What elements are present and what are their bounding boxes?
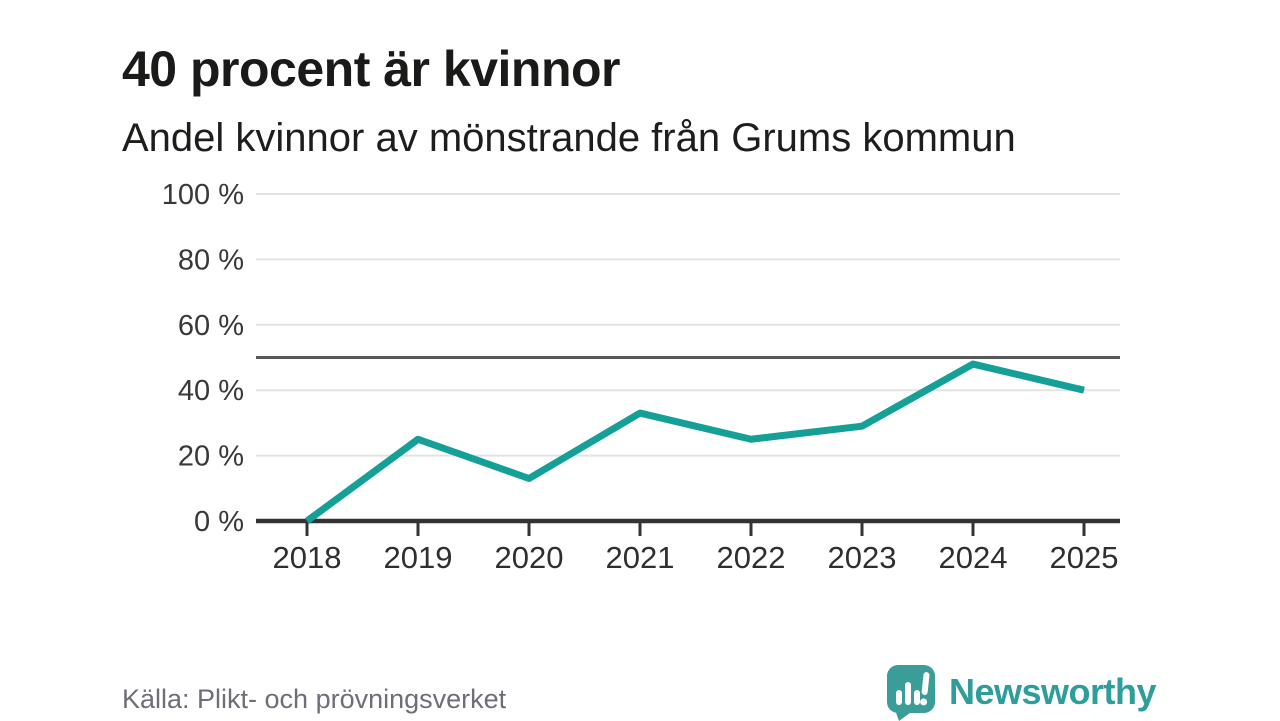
y-tick-label: 40 %	[178, 375, 244, 407]
data-line	[304, 360, 1085, 524]
x-tick-label: 2018	[273, 540, 342, 575]
chart-title: 40 procent är kvinnor	[122, 40, 621, 97]
newsworthy-wordmark: Newsworthy	[948, 671, 1157, 712]
newsworthy-logo: Newsworthy	[883, 663, 1157, 721]
x-tick-label: 2021	[606, 540, 675, 575]
x-tick-label: 2024	[939, 540, 1008, 575]
y-tick-label: 60 %	[178, 310, 244, 342]
x-tick-label: 2025	[1050, 540, 1119, 575]
y-tick-label: 80 %	[178, 244, 244, 276]
x-tick-label: 2019	[384, 540, 453, 575]
source-note: Källa: Plikt- och prövningsverket	[122, 684, 507, 714]
y-tick-label: 20 %	[178, 441, 244, 473]
y-tick-label: 100 %	[162, 179, 244, 211]
x-tick-label: 2023	[828, 540, 897, 575]
x-tick-label: 2022	[717, 540, 786, 575]
y-tick-label: 0 %	[194, 506, 244, 538]
chart-subtitle: Andel kvinnor av mönstrande från Grums k…	[122, 116, 1016, 160]
logo-exclamation-glyph	[920, 672, 930, 706]
x-tick-label: 2020	[495, 540, 564, 575]
newsworthy-logo-icon	[886, 665, 935, 721]
logo-bar-chart-glyph	[895, 682, 920, 705]
